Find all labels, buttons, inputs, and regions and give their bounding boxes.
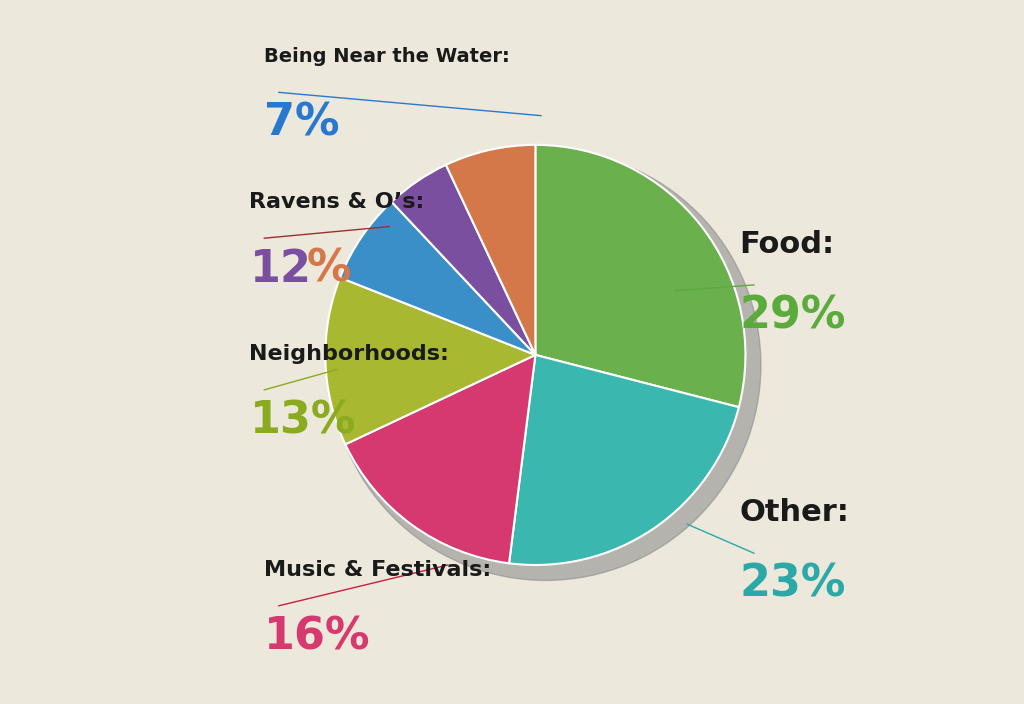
Text: Other:: Other:	[739, 498, 850, 527]
Text: Ravens & O’s:: Ravens & O’s:	[250, 192, 425, 212]
Text: Neighborhoods:: Neighborhoods:	[250, 344, 450, 364]
Text: %: %	[306, 248, 351, 291]
Wedge shape	[326, 277, 536, 444]
Text: 7%: 7%	[264, 102, 340, 145]
Text: 29%: 29%	[739, 294, 846, 337]
Text: Being Near the Water:: Being Near the Water:	[264, 47, 510, 66]
Wedge shape	[536, 145, 745, 407]
Text: 12: 12	[250, 248, 311, 291]
Circle shape	[331, 150, 761, 580]
Wedge shape	[509, 355, 739, 565]
Wedge shape	[340, 202, 536, 355]
Wedge shape	[446, 145, 536, 355]
Wedge shape	[345, 355, 536, 563]
Text: Food:: Food:	[739, 230, 835, 258]
Text: Music & Festivals:: Music & Festivals:	[264, 560, 492, 579]
Text: 13%: 13%	[250, 399, 356, 442]
Wedge shape	[391, 165, 536, 355]
Text: 23%: 23%	[739, 562, 846, 606]
Text: 16%: 16%	[264, 615, 371, 658]
